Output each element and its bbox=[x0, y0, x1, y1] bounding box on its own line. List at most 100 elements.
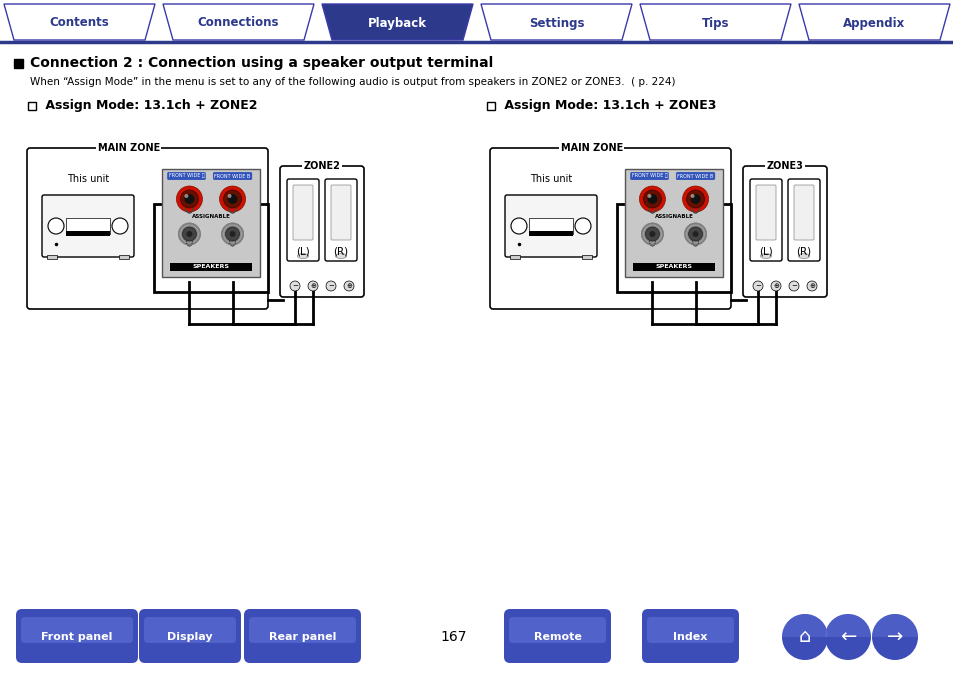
Ellipse shape bbox=[335, 254, 346, 258]
FancyBboxPatch shape bbox=[16, 609, 138, 663]
Text: ZONE2: ZONE2 bbox=[303, 161, 340, 171]
Circle shape bbox=[647, 194, 657, 204]
FancyBboxPatch shape bbox=[509, 617, 605, 643]
Circle shape bbox=[184, 194, 189, 198]
Text: (L): (L) bbox=[759, 246, 772, 256]
Circle shape bbox=[48, 218, 64, 234]
Circle shape bbox=[511, 218, 526, 234]
Circle shape bbox=[692, 231, 698, 237]
FancyBboxPatch shape bbox=[21, 617, 132, 643]
FancyBboxPatch shape bbox=[325, 179, 356, 261]
Circle shape bbox=[781, 614, 827, 660]
Bar bbox=[529, 218, 573, 234]
Circle shape bbox=[230, 231, 235, 237]
FancyBboxPatch shape bbox=[42, 195, 133, 257]
Bar bbox=[486, 102, 495, 110]
Circle shape bbox=[186, 231, 193, 237]
Circle shape bbox=[228, 194, 232, 198]
Circle shape bbox=[788, 281, 799, 291]
Circle shape bbox=[308, 281, 317, 291]
FancyBboxPatch shape bbox=[787, 179, 820, 261]
Text: ⌂: ⌂ bbox=[798, 627, 810, 647]
Text: Assign Mode: 13.1ch + ZONE3: Assign Mode: 13.1ch + ZONE3 bbox=[499, 100, 716, 112]
Text: FRONT WIDE B: FRONT WIDE B bbox=[214, 174, 251, 178]
FancyBboxPatch shape bbox=[490, 148, 730, 309]
Circle shape bbox=[223, 190, 241, 208]
Text: Contents: Contents bbox=[50, 17, 110, 30]
Bar bbox=[153, 204, 268, 292]
Bar bbox=[529, 231, 573, 236]
FancyBboxPatch shape bbox=[249, 617, 355, 643]
Circle shape bbox=[640, 223, 662, 245]
Text: Connections: Connections bbox=[197, 17, 279, 30]
Text: ⊕: ⊕ bbox=[772, 283, 778, 289]
Circle shape bbox=[639, 186, 665, 212]
Circle shape bbox=[645, 227, 659, 241]
Circle shape bbox=[752, 281, 762, 291]
FancyBboxPatch shape bbox=[287, 179, 318, 261]
Text: 167: 167 bbox=[440, 630, 467, 644]
Text: MAIN ZONE: MAIN ZONE bbox=[560, 143, 622, 153]
Text: −: − bbox=[292, 283, 297, 289]
Circle shape bbox=[684, 223, 706, 245]
FancyBboxPatch shape bbox=[144, 617, 235, 643]
Circle shape bbox=[182, 227, 196, 241]
Text: Remote: Remote bbox=[533, 632, 580, 642]
Text: Index: Index bbox=[673, 632, 707, 642]
Bar bbox=[624, 169, 722, 277]
Circle shape bbox=[176, 186, 202, 212]
Circle shape bbox=[642, 190, 660, 208]
Circle shape bbox=[184, 194, 194, 204]
Text: FRONT WIDE ⭐: FRONT WIDE ⭐ bbox=[631, 174, 667, 178]
Text: When “Assign Mode” in the menu is set to any of the following audio is output fr: When “Assign Mode” in the menu is set to… bbox=[30, 77, 675, 87]
Text: ASSIGNABLE: ASSIGNABLE bbox=[192, 213, 231, 219]
FancyBboxPatch shape bbox=[244, 609, 360, 663]
Text: −: − bbox=[790, 283, 796, 289]
Polygon shape bbox=[799, 4, 949, 40]
Text: Settings: Settings bbox=[528, 17, 583, 30]
Bar bbox=[633, 263, 714, 271]
Circle shape bbox=[681, 186, 708, 212]
Text: This unit: This unit bbox=[67, 174, 109, 184]
Text: −: − bbox=[754, 283, 760, 289]
Text: MAIN ZONE: MAIN ZONE bbox=[97, 143, 160, 153]
Circle shape bbox=[112, 218, 128, 234]
Circle shape bbox=[871, 614, 917, 660]
FancyBboxPatch shape bbox=[742, 166, 826, 297]
Text: Front panel: Front panel bbox=[41, 632, 112, 642]
Text: FRONT WIDE ⭐: FRONT WIDE ⭐ bbox=[169, 174, 204, 178]
Bar bbox=[14, 59, 23, 68]
Wedge shape bbox=[824, 614, 870, 637]
Circle shape bbox=[326, 281, 335, 291]
Bar bbox=[581, 255, 592, 259]
FancyBboxPatch shape bbox=[331, 185, 351, 240]
Circle shape bbox=[221, 223, 243, 245]
Text: (R): (R) bbox=[796, 246, 811, 256]
Text: ←: ← bbox=[839, 627, 855, 647]
FancyBboxPatch shape bbox=[27, 148, 268, 309]
Bar bbox=[66, 218, 110, 234]
FancyBboxPatch shape bbox=[503, 609, 610, 663]
FancyBboxPatch shape bbox=[641, 609, 739, 663]
Wedge shape bbox=[781, 614, 827, 637]
FancyBboxPatch shape bbox=[293, 185, 313, 240]
Bar bbox=[617, 204, 730, 292]
Text: −: − bbox=[328, 283, 334, 289]
Circle shape bbox=[688, 227, 701, 241]
Text: SPEAKERS: SPEAKERS bbox=[193, 264, 230, 269]
Circle shape bbox=[344, 281, 354, 291]
Circle shape bbox=[225, 227, 239, 241]
Text: (L): (L) bbox=[295, 246, 310, 256]
Circle shape bbox=[228, 194, 237, 204]
FancyBboxPatch shape bbox=[646, 617, 733, 643]
Circle shape bbox=[690, 194, 700, 204]
Wedge shape bbox=[871, 614, 917, 637]
Text: Rear panel: Rear panel bbox=[269, 632, 335, 642]
Text: Connection 2 : Connection using a speaker output terminal: Connection 2 : Connection using a speake… bbox=[30, 56, 493, 70]
Polygon shape bbox=[4, 4, 154, 40]
Bar bbox=[510, 255, 519, 259]
FancyBboxPatch shape bbox=[755, 185, 775, 240]
Circle shape bbox=[690, 194, 694, 198]
Bar bbox=[47, 255, 57, 259]
Text: (R): (R) bbox=[334, 246, 348, 256]
